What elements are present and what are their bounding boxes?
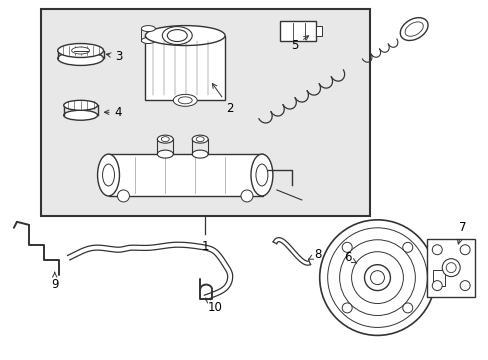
Text: 7: 7	[456, 221, 466, 244]
Text: 6: 6	[343, 251, 356, 264]
Ellipse shape	[141, 26, 155, 32]
Circle shape	[241, 190, 252, 202]
Circle shape	[446, 263, 455, 273]
Ellipse shape	[102, 164, 114, 186]
Ellipse shape	[63, 110, 98, 120]
Ellipse shape	[255, 164, 267, 186]
Ellipse shape	[98, 154, 119, 196]
Circle shape	[364, 265, 389, 291]
Bar	[315, 26, 321, 36]
Ellipse shape	[161, 137, 169, 141]
Ellipse shape	[192, 135, 208, 143]
Text: 3: 3	[106, 50, 122, 63]
Bar	[279, 21, 315, 41]
Ellipse shape	[162, 27, 192, 45]
Bar	[41, 9, 369, 216]
Bar	[427, 239, 474, 297]
Ellipse shape	[141, 37, 155, 44]
Ellipse shape	[72, 47, 89, 54]
Circle shape	[319, 220, 434, 336]
Ellipse shape	[157, 135, 173, 143]
Bar	[145, 36, 224, 100]
Circle shape	[342, 242, 351, 252]
Circle shape	[431, 280, 441, 291]
Ellipse shape	[250, 154, 272, 196]
Ellipse shape	[192, 150, 208, 158]
Circle shape	[117, 190, 129, 202]
Bar	[432, 270, 444, 285]
Ellipse shape	[400, 18, 427, 40]
Circle shape	[402, 303, 412, 313]
Circle shape	[459, 280, 469, 291]
Text: 4: 4	[104, 106, 122, 119]
Text: 2: 2	[212, 84, 233, 115]
Circle shape	[402, 242, 412, 252]
Text: 8: 8	[308, 248, 321, 261]
Text: 5: 5	[290, 36, 308, 52]
Ellipse shape	[145, 26, 224, 45]
Ellipse shape	[63, 100, 98, 110]
Text: 9: 9	[51, 273, 59, 291]
Ellipse shape	[178, 97, 192, 104]
Ellipse shape	[173, 94, 197, 106]
Ellipse shape	[167, 30, 187, 41]
Ellipse shape	[58, 51, 103, 66]
Bar	[108, 154, 263, 196]
Ellipse shape	[196, 137, 203, 141]
Circle shape	[370, 271, 384, 285]
Circle shape	[342, 303, 351, 313]
Circle shape	[459, 245, 469, 255]
Ellipse shape	[58, 44, 103, 58]
Ellipse shape	[404, 22, 423, 36]
Text: 1: 1	[201, 240, 208, 253]
Text: 10: 10	[205, 298, 222, 314]
Ellipse shape	[157, 150, 173, 158]
Circle shape	[441, 259, 459, 276]
Circle shape	[431, 245, 441, 255]
